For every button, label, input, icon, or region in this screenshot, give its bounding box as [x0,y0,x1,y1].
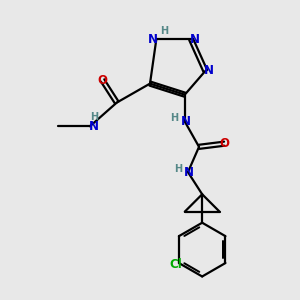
Text: H: H [90,112,98,122]
Text: N: N [148,33,158,46]
Text: Cl: Cl [169,258,182,271]
Text: N: N [184,166,194,178]
Text: O: O [219,137,229,150]
Text: N: N [181,115,191,128]
Text: H: H [160,26,168,36]
Text: N: N [190,33,200,46]
Text: O: O [98,74,108,87]
Text: N: N [89,120,99,133]
Text: H: H [174,164,182,174]
Text: N: N [204,64,214,77]
Text: H: H [171,113,179,123]
